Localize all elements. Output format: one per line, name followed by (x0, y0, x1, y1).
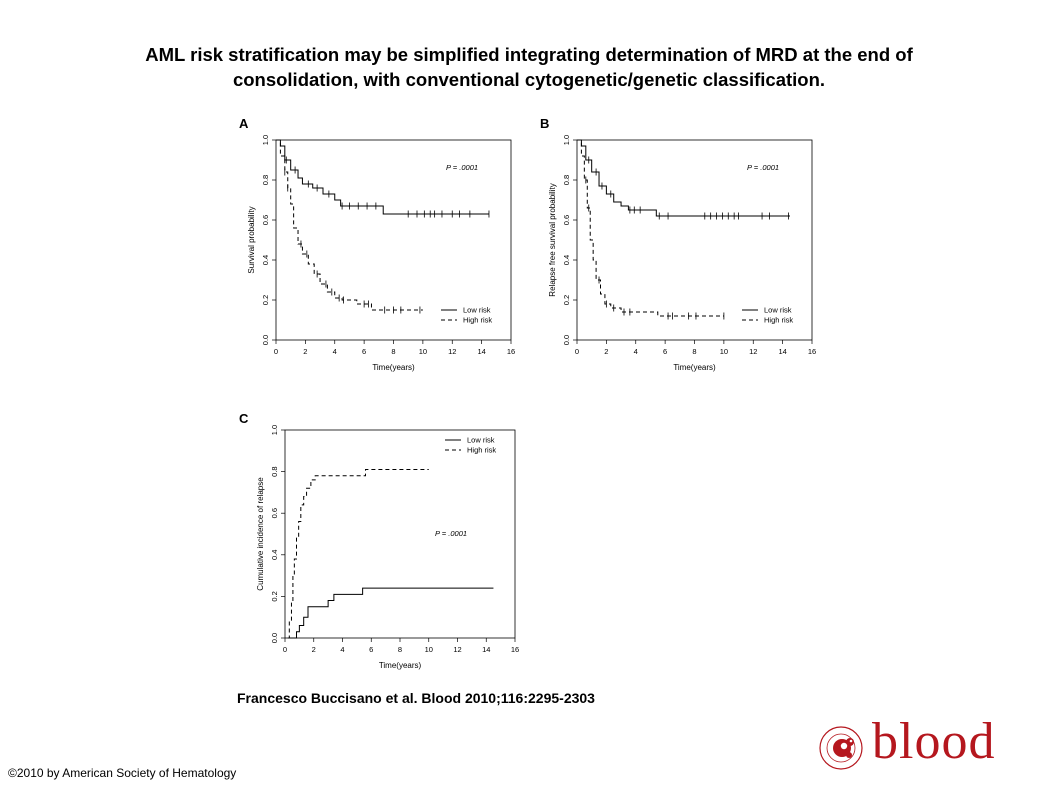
y-tick-label: 0.4 (270, 550, 279, 560)
panel-letter-a: A (239, 116, 249, 131)
y-tick-label: 0.0 (261, 335, 270, 345)
x-tick-label: 0 (274, 347, 278, 356)
y-tick-label: 0.6 (261, 215, 270, 225)
x-tick-label: 4 (340, 645, 344, 654)
y-tick-label: 0.0 (270, 633, 279, 643)
y-tick-label: 0.8 (562, 175, 571, 185)
series-line-low-risk (287, 587, 494, 639)
series-line-high-risk (577, 139, 724, 317)
p-value-label-b: P = .0001 (747, 163, 779, 172)
y-tick-label: 0.6 (562, 215, 571, 225)
y-axis-label-b: Relapse free survival probability (548, 183, 557, 296)
slide-title-line-2: consolidation, with conventional cytogen… (232, 69, 826, 90)
chart-panel-c: C 0 2 4 6 8 10 12 14 16 0.0 0.2 0.4 0.6 0.8 1.0 Time(yea… (239, 411, 519, 670)
x-tick-label: 12 (749, 347, 757, 356)
x-tick-label: 2 (604, 347, 608, 356)
y-tick-label: 1.0 (562, 135, 571, 145)
x-tick-label: 14 (778, 347, 786, 356)
y-tick-label: 0.2 (562, 295, 571, 305)
ash-seal-icon (819, 726, 863, 770)
legend-label-high-risk: High risk (764, 316, 793, 325)
y-tick-label: 0.4 (261, 255, 270, 265)
x-axis-label-c: Time(years) (379, 661, 422, 670)
y-tick-label: 0.4 (562, 255, 571, 265)
x-tick-label: 4 (634, 347, 638, 356)
y-tick-label: 1.0 (261, 135, 270, 145)
legend-label-low-risk: Low risk (467, 436, 495, 445)
y-tick-label: 0.2 (261, 295, 270, 305)
citation: Francesco Buccisano et al. Blood 2010;11… (237, 690, 595, 706)
slide-title: AML risk stratification may be simplifie… (60, 42, 998, 92)
chart-panel-b: B 0 2 4 6 8 10 12 14 16 0.0 0.2 0.4 0.6 0.8 1.0 Time(yea… (540, 116, 816, 372)
legend-label-low-risk: Low risk (764, 306, 792, 315)
x-tick-label: 16 (511, 645, 519, 654)
x-tick-label: 6 (663, 347, 667, 356)
y-tick-label: 0.6 (270, 508, 279, 518)
x-axis-label-b: Time(years) (673, 363, 716, 372)
copyright-notice: ©2010 by American Society of Hematology (8, 766, 237, 780)
x-tick-label: 14 (477, 347, 485, 356)
y-tick-label: 1.0 (270, 425, 279, 435)
p-value-label-a: P = .0001 (446, 163, 478, 172)
x-tick-label: 2 (312, 645, 316, 654)
x-tick-label: 6 (369, 645, 373, 654)
x-tick-label: 6 (362, 347, 366, 356)
panel-letter-b: B (540, 116, 549, 131)
y-tick-label: 0.8 (270, 466, 279, 476)
series-line-low-risk (577, 139, 790, 217)
series-line-low-risk (276, 139, 489, 215)
x-tick-label: 12 (453, 645, 461, 654)
legend-label-low-risk: Low risk (463, 306, 491, 315)
x-tick-label: 2 (303, 347, 307, 356)
x-tick-label: 8 (398, 645, 402, 654)
x-tick-label: 16 (808, 347, 816, 356)
x-axis-label-a: Time(years) (372, 363, 415, 372)
chart-panel-a: A 0 2 4 6 8 10 12 14 16 0.0 0.2 0.4 0.6 0.8 1.0 Time(yea… (239, 116, 515, 372)
series-line-high-risk (276, 139, 423, 311)
x-tick-label: 8 (692, 347, 696, 356)
y-tick-label: 0.8 (261, 175, 270, 185)
y-tick-label: 0.2 (270, 591, 279, 601)
legend-label-high-risk: High risk (467, 446, 496, 455)
x-tick-label: 14 (482, 645, 490, 654)
x-tick-label: 8 (391, 347, 395, 356)
x-tick-label: 0 (283, 645, 287, 654)
y-axis-label-c: Cumulative incidence of relapse (256, 477, 265, 591)
legend-label-high-risk: High risk (463, 316, 492, 325)
panel-letter-c: C (239, 411, 249, 426)
blood-wordmark: blood (872, 713, 996, 770)
x-tick-label: 10 (720, 347, 728, 356)
x-tick-label: 10 (419, 347, 427, 356)
x-tick-label: 4 (333, 347, 337, 356)
blood-journal-logo: blood (815, 713, 1005, 772)
p-value-label-c: P = .0001 (435, 529, 467, 538)
x-tick-label: 16 (507, 347, 515, 356)
x-tick-label: 12 (448, 347, 456, 356)
y-axis-label-a: Survival probability (247, 206, 256, 273)
x-tick-label: 0 (575, 347, 579, 356)
slide-title-line-1: AML risk stratification may be simplifie… (145, 44, 913, 65)
x-tick-label: 10 (425, 645, 433, 654)
series-line-high-risk (287, 469, 429, 639)
y-tick-label: 0.0 (562, 335, 571, 345)
